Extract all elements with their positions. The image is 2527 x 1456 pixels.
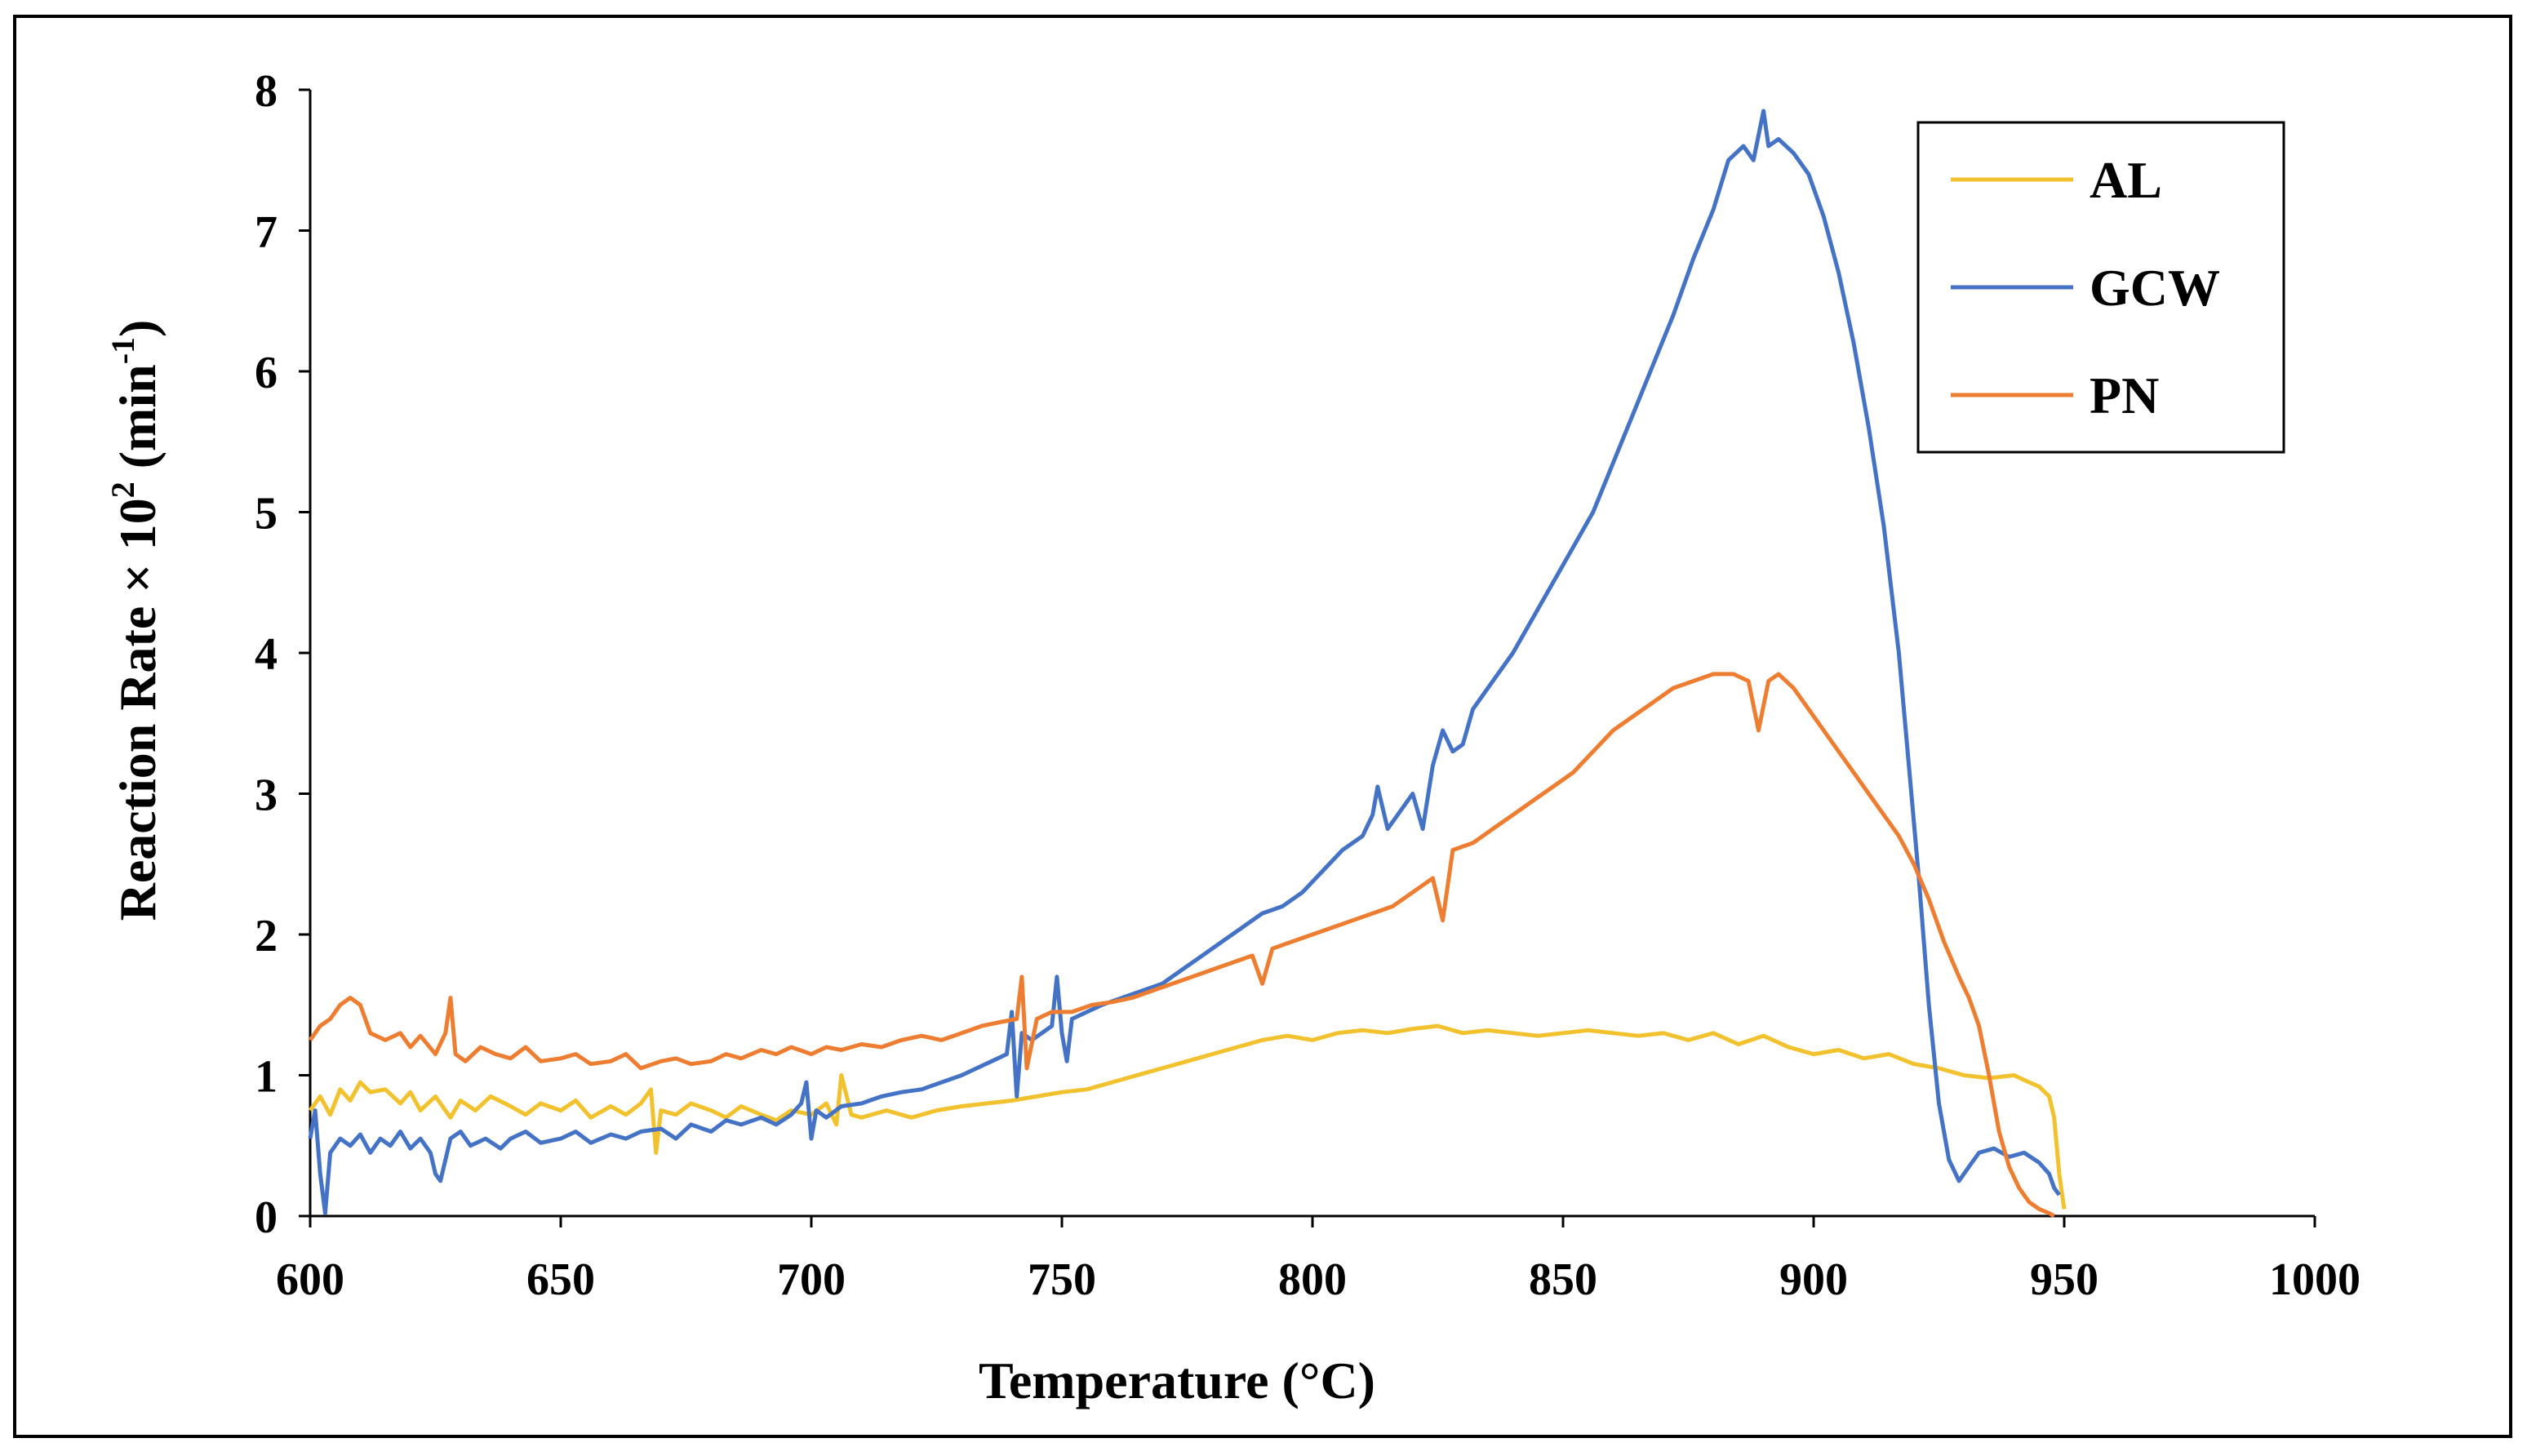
y-tick-label: 4 — [255, 629, 278, 680]
series-line-pn — [308, 672, 2055, 1219]
x-tick-label: 650 — [526, 1254, 595, 1305]
y-axis-title-end: ) — [109, 320, 167, 337]
x-tick-label: 850 — [1529, 1254, 1597, 1305]
series-line-gcw — [308, 109, 2061, 1215]
legend-label-pn: PN — [2090, 366, 2159, 424]
series-line-al — [308, 1023, 2067, 1210]
x-axis-title: Temperature (°C) — [979, 1352, 1375, 1409]
y-tick-labels: 0 1 2 3 4 5 6 7 8 — [255, 66, 278, 1243]
x-tick-label: 1000 — [2269, 1254, 2360, 1305]
legend-label-gcw: GCW — [2090, 259, 2220, 317]
axes — [299, 88, 2316, 1227]
y-tick-label: 0 — [255, 1192, 278, 1243]
x-tick-label: 950 — [2030, 1254, 2098, 1305]
y-axis-title-sup2: -1 — [104, 337, 141, 364]
y-tick-label: 5 — [255, 489, 278, 539]
legend-box — [1916, 121, 2285, 454]
y-tick-label: 3 — [255, 770, 278, 821]
x-tick-label: 750 — [1028, 1254, 1096, 1305]
y-axis-title-main: Reaction Rate × 10 — [109, 498, 167, 921]
y-axis-title-sup1: 2 — [104, 482, 141, 498]
y-axis-title-mid: (min — [109, 364, 167, 482]
x-tick-label: 900 — [1779, 1254, 1848, 1305]
x-tick-label: 800 — [1278, 1254, 1347, 1305]
legend: AL GCW PN — [1916, 121, 2285, 454]
y-tick-label: 1 — [255, 1052, 278, 1103]
series-lines — [308, 109, 2067, 1219]
x-tick-label: 700 — [777, 1254, 846, 1305]
legend-label-al: AL — [2090, 151, 2162, 209]
y-axis-title: Reaction Rate × 102 (min-1) — [104, 320, 167, 921]
y-tick-label: 8 — [255, 66, 278, 117]
x-tick-label: 600 — [276, 1254, 344, 1305]
y-tick-label: 7 — [255, 207, 278, 258]
x-tick-labels: 600 650 700 750 800 850 900 950 1000 — [276, 1254, 2360, 1305]
y-tick-label: 6 — [255, 348, 278, 398]
y-tick-label: 2 — [255, 911, 278, 961]
